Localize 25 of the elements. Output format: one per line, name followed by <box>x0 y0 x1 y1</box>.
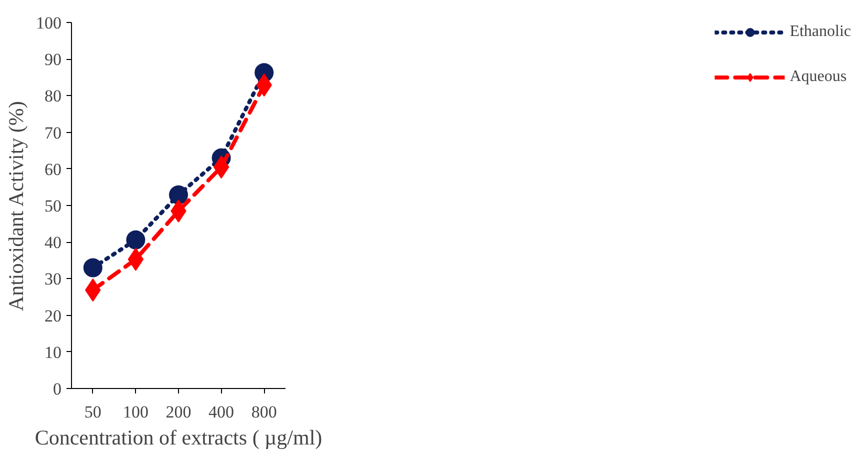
x-tick-label: 800 <box>251 402 277 422</box>
point <box>126 230 146 250</box>
y-axis-title: Antioxidant Activity (%) <box>4 101 28 312</box>
y-tick-label: 60 <box>44 160 62 179</box>
x-tick-label: 400 <box>208 402 234 422</box>
point <box>169 185 188 204</box>
point <box>83 258 102 278</box>
y-tick-label: 30 <box>44 270 62 289</box>
x-tick-label: 50 <box>84 402 102 422</box>
y-tick-label: 20 <box>44 306 62 326</box>
x-tick-label: 200 <box>166 402 192 422</box>
y-tick-label: 0 <box>53 380 62 398</box>
y-tick-label: 90 <box>44 50 62 70</box>
legend-label: Ethanolic <box>790 23 851 41</box>
y-tick-label: 80 <box>44 86 62 106</box>
y-tick-label: 10 <box>44 342 62 362</box>
y-tick-label: 70 <box>44 123 62 142</box>
y-tick-label: 50 <box>44 196 62 216</box>
point <box>128 248 144 271</box>
legend-label: Aqueous <box>790 68 847 86</box>
point <box>213 156 230 179</box>
x-axis-title: Concentration of extracts ( µg/ml) <box>34 426 322 450</box>
y-tick-label: 40 <box>44 233 62 252</box>
x-tick-label: 100 <box>122 402 148 422</box>
y-tick-label: 100 <box>36 14 62 32</box>
